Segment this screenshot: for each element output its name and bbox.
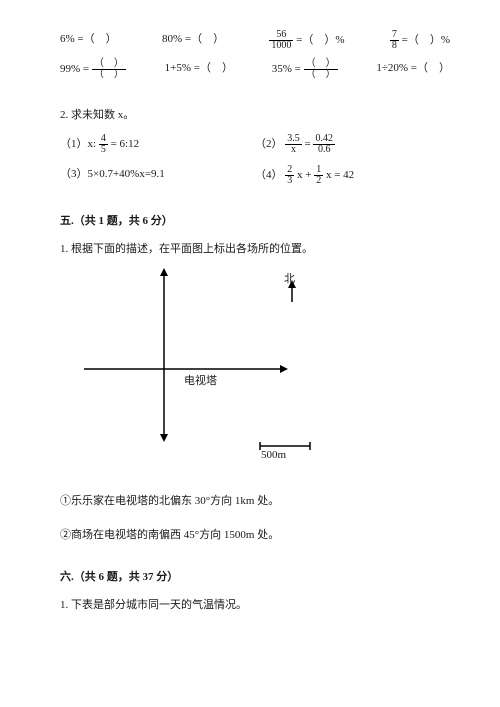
- equation-1: （1）x: 4 5 = 6:12: [60, 134, 255, 155]
- blank-fraction-icon: （ ） （ ）: [304, 59, 338, 80]
- fraction-icon: 0.42 0.6: [313, 134, 335, 155]
- scale-label: 500m: [261, 449, 286, 461]
- fraction-icon: 1 2: [314, 165, 323, 186]
- eq-6pct: 6% =（ ）: [60, 30, 117, 51]
- eq-1div20pct: 1÷20% =（ ）: [376, 59, 450, 80]
- equation-4: （4） 2 3 x + 1 2 x = 42: [255, 165, 450, 186]
- section-6-title: 六.（共 6 题，共 37 分）: [60, 568, 450, 584]
- statement-1: ①乐乐家在电视塔的北偏东 30°方向 1km 处。: [60, 492, 450, 508]
- eq-text: x = 42: [326, 169, 354, 181]
- eq-text: （2）: [255, 138, 283, 150]
- fraction-icon: 3.5 x: [285, 134, 302, 155]
- eq-7-over-8: 7 8 =（ ）%: [390, 30, 450, 51]
- section-5-title: 五.（共 1 题，共 6 分）: [60, 212, 450, 228]
- math-worksheet-page: 6% =（ ） 80% =（ ） 56 1000 =（ ）% 7 8 =（ ）%…: [0, 0, 500, 632]
- eq-80pct: 80% =（ ）: [162, 30, 224, 51]
- eq-text: （1）x:: [60, 138, 96, 150]
- arrow-down-icon: [160, 434, 168, 442]
- section-5-question: 1. 根据下面的描述，在平面图上标出各场所的位置。: [60, 240, 450, 256]
- north-label: 北: [284, 270, 295, 286]
- equality-row-2: 99% = （ ） （ ） 1+5% =（ ） 35% = （ ） （ ） 1÷…: [60, 59, 450, 80]
- eq-35pct: 35% = （ ） （ ）: [272, 59, 338, 80]
- fraction-icon: 7 8: [390, 30, 399, 51]
- fraction-icon: 2 3: [285, 165, 294, 186]
- fraction-icon: 56 1000: [269, 30, 293, 51]
- equation-2: （2） 3.5 x = 0.42 0.6: [255, 134, 450, 155]
- tower-label: 电视塔: [184, 372, 217, 388]
- arrow-right-icon: [280, 365, 288, 373]
- eq-text: = 6:12: [111, 138, 140, 150]
- statement-2: ②商场在电视塔的南偏西 45°方向 1500m 处。: [60, 526, 450, 542]
- blank-fraction-icon: （ ） （ ）: [92, 59, 126, 80]
- axes-svg: [74, 264, 334, 477]
- after-frac-text: =（ ）%: [293, 34, 344, 46]
- section-6-question: 1. 下表是部分城市同一天的气温情况。: [60, 596, 450, 612]
- equation-3: （3）5×0.7+40%x=9.1: [60, 165, 255, 186]
- coordinate-diagram: 北 电视塔 500m: [74, 264, 334, 474]
- equation-row-b: （3）5×0.7+40%x=9.1 （4） 2 3 x + 1 2 x = 42: [60, 165, 450, 186]
- eq-text: x +: [297, 169, 314, 181]
- question-2-title: 2. 求未知数 x。: [60, 106, 450, 122]
- after-frac-text: =（ ）%: [399, 34, 450, 46]
- eq-text: （4）: [255, 169, 283, 181]
- eq-99pct: 99% = （ ） （ ）: [60, 59, 126, 80]
- prefix-text: 99% =: [60, 63, 92, 75]
- arrow-up-icon: [160, 268, 168, 276]
- equality-row-1: 6% =（ ） 80% =（ ） 56 1000 =（ ）% 7 8 =（ ）%: [60, 30, 450, 51]
- eq-text: =: [305, 138, 314, 150]
- prefix-text: 35% =: [272, 63, 304, 75]
- equation-row-a: （1）x: 4 5 = 6:12 （2） 3.5 x = 0.42 0.6: [60, 134, 450, 155]
- eq-1plus5pct: 1+5% =（ ）: [165, 59, 233, 80]
- eq-56-over-1000: 56 1000 =（ ）%: [269, 30, 344, 51]
- fraction-icon: 4 5: [99, 134, 108, 155]
